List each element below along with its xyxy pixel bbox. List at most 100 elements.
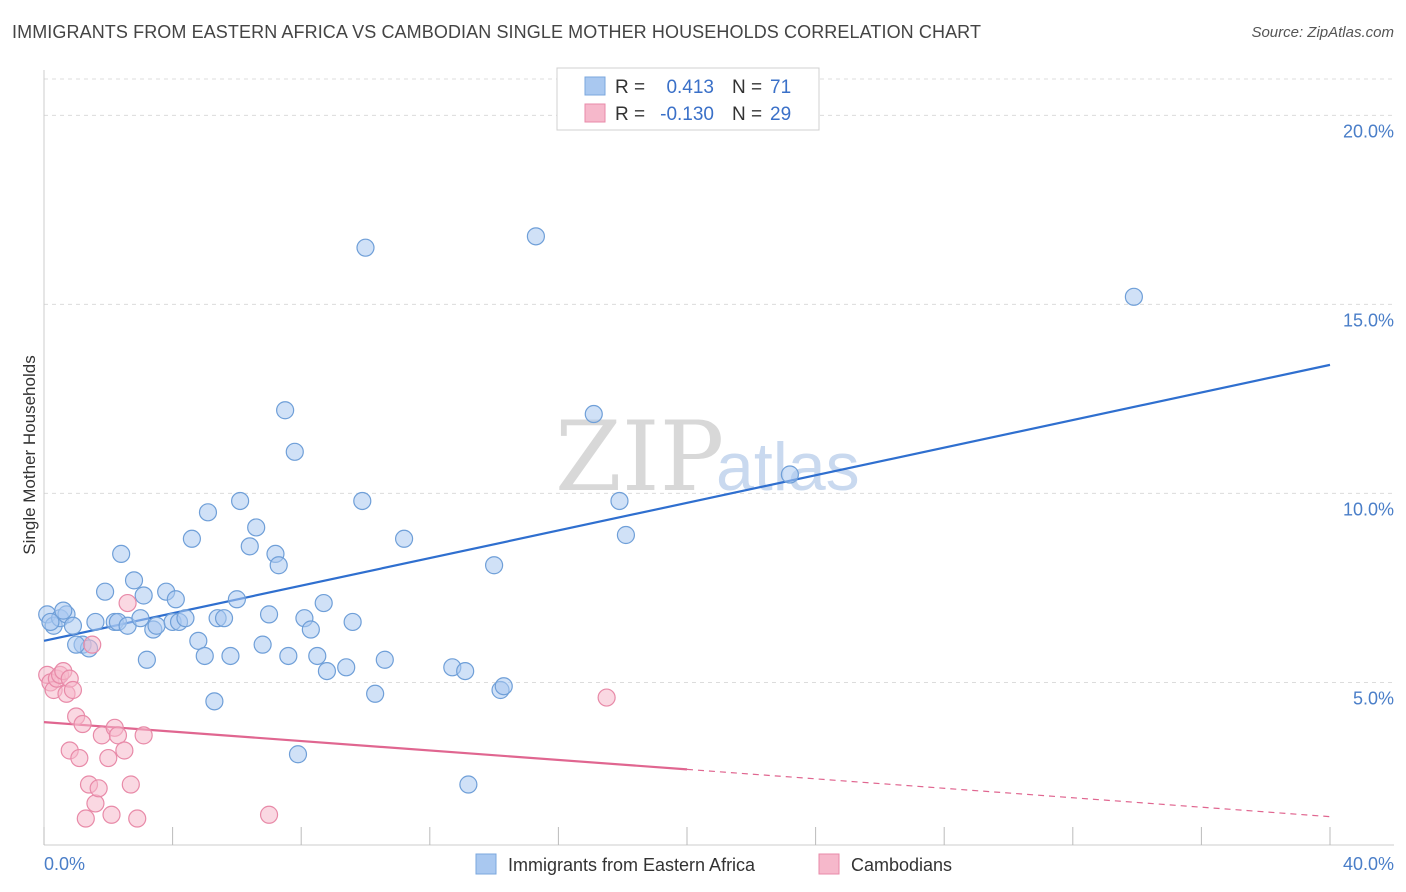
- correlation-legend: R = 0.413 N = 71 R = -0.130 N = 29: [556, 67, 820, 131]
- data-point-series-2: [108, 726, 128, 745]
- data-point-series-2: [128, 809, 147, 828]
- data-point-series-1: [240, 537, 259, 556]
- y-axis-title: Single Mother Households: [20, 355, 39, 554]
- data-point-series-1: [259, 605, 279, 624]
- chart-title: IMMIGRANTS FROM EASTERN AFRICA VS CAMBOD…: [12, 22, 982, 42]
- data-point-series-1: [214, 609, 234, 628]
- data-points: [38, 227, 1143, 828]
- data-point-series-1: [112, 544, 131, 564]
- bottom-legend-label-2: Cambodians: [851, 855, 952, 875]
- data-point-series-1: [221, 646, 240, 666]
- data-point-series-1: [86, 612, 105, 632]
- data-point-series-1: [253, 635, 272, 654]
- data-point-series-1: [353, 491, 372, 511]
- data-point-series-1: [195, 646, 214, 666]
- data-point-series-1: [288, 745, 308, 764]
- data-point-series-1: [147, 616, 166, 635]
- data-point-series-2: [597, 688, 616, 707]
- series-legend: Immigrants from Eastern Africa Cambodian…: [475, 853, 952, 875]
- x-tick-label: 0.0%: [44, 854, 85, 874]
- data-point-series-1: [41, 612, 60, 632]
- bottom-legend-swatch-pink: [818, 853, 840, 875]
- data-point-series-1: [459, 775, 478, 794]
- data-point-series-1: [67, 635, 86, 654]
- legend-n-value-2: 29: [770, 104, 791, 125]
- y-tick-label: 5.0%: [1353, 688, 1394, 708]
- data-point-series-1: [1124, 287, 1143, 306]
- data-point-series-1: [269, 556, 288, 575]
- legend-r-value-2: -0.130: [660, 104, 714, 125]
- data-point-series-1: [375, 650, 394, 669]
- data-point-series-1: [780, 465, 799, 484]
- watermark-zip: ZIP: [555, 401, 724, 513]
- data-point-series-1: [526, 227, 545, 246]
- data-point-series-2: [89, 779, 108, 798]
- legend-r-value-1: 0.413: [666, 77, 714, 98]
- data-point-series-1: [134, 586, 153, 605]
- data-point-series-1: [124, 571, 144, 590]
- data-point-series-1: [343, 612, 362, 632]
- trend-line-dashed-2: [686, 768, 1331, 818]
- data-point-series-2: [99, 748, 118, 768]
- data-point-series-2: [63, 680, 83, 700]
- legend-n-value-1: 71: [770, 77, 791, 98]
- data-point-series-1: [198, 503, 218, 522]
- data-point-series-1: [279, 646, 298, 666]
- data-point-series-1: [247, 518, 266, 537]
- data-point-series-1: [366, 684, 385, 703]
- data-point-series-2: [121, 775, 140, 794]
- y-tick-label: 10.0%: [1343, 499, 1394, 519]
- data-point-series-1: [337, 658, 356, 677]
- data-point-series-1: [317, 661, 337, 681]
- trend-line-2: [43, 721, 688, 771]
- axes: [43, 70, 1394, 846]
- legend-r-label-1: R =: [615, 77, 645, 98]
- grid-lines: [44, 78, 1394, 683]
- legend-n-label-1: N =: [732, 77, 762, 98]
- data-point-series-1: [276, 401, 295, 420]
- data-point-series-1: [227, 590, 246, 609]
- trend-lines: [43, 363, 1331, 818]
- data-point-series-1: [189, 631, 208, 650]
- data-point-series-1: [95, 582, 115, 601]
- y-tick-labels: 5.0% 10.0% 15.0% 20.0%: [1343, 121, 1394, 708]
- data-point-series-1: [584, 404, 603, 424]
- bottom-legend-swatch-blue: [475, 853, 497, 875]
- data-point-series-1: [231, 491, 250, 511]
- data-point-series-1: [131, 609, 150, 628]
- data-point-series-2: [259, 805, 279, 824]
- legend-swatch-pink: [584, 103, 606, 123]
- data-point-series-1: [54, 601, 73, 620]
- data-point-series-1: [301, 620, 320, 639]
- data-point-series-2: [102, 805, 121, 824]
- data-point-series-1: [456, 661, 475, 681]
- data-point-series-1: [176, 609, 195, 628]
- data-point-series-1: [285, 442, 304, 461]
- data-point-series-1: [610, 491, 629, 511]
- legend-swatch-blue: [584, 76, 606, 96]
- data-point-series-1: [205, 692, 224, 711]
- trend-line-1: [43, 363, 1331, 642]
- source-label: Source: ZipAtlas.com: [1251, 24, 1394, 41]
- legend-r-label-2: R =: [615, 104, 645, 125]
- data-point-series-2: [134, 726, 153, 745]
- y-tick-label: 15.0%: [1343, 310, 1394, 330]
- data-point-series-1: [616, 525, 636, 545]
- data-point-series-1: [485, 556, 504, 575]
- data-point-series-1: [494, 677, 513, 696]
- x-tick-labels: 0.0% 40.0%: [44, 854, 1394, 874]
- data-point-series-2: [70, 748, 89, 768]
- x-tick-label: 40.0%: [1343, 854, 1394, 874]
- bottom-legend-label-1: Immigrants from Eastern Africa: [508, 855, 756, 875]
- data-point-series-1: [356, 238, 375, 257]
- data-point-series-1: [166, 590, 185, 609]
- data-point-series-1: [63, 616, 83, 635]
- data-point-series-2: [115, 741, 134, 760]
- data-point-series-1: [137, 650, 156, 669]
- legend-n-label-2: N =: [732, 104, 762, 125]
- data-point-series-2: [86, 794, 105, 813]
- data-point-series-1: [308, 646, 327, 666]
- data-point-series-2: [76, 809, 95, 828]
- data-point-series-1: [182, 529, 201, 548]
